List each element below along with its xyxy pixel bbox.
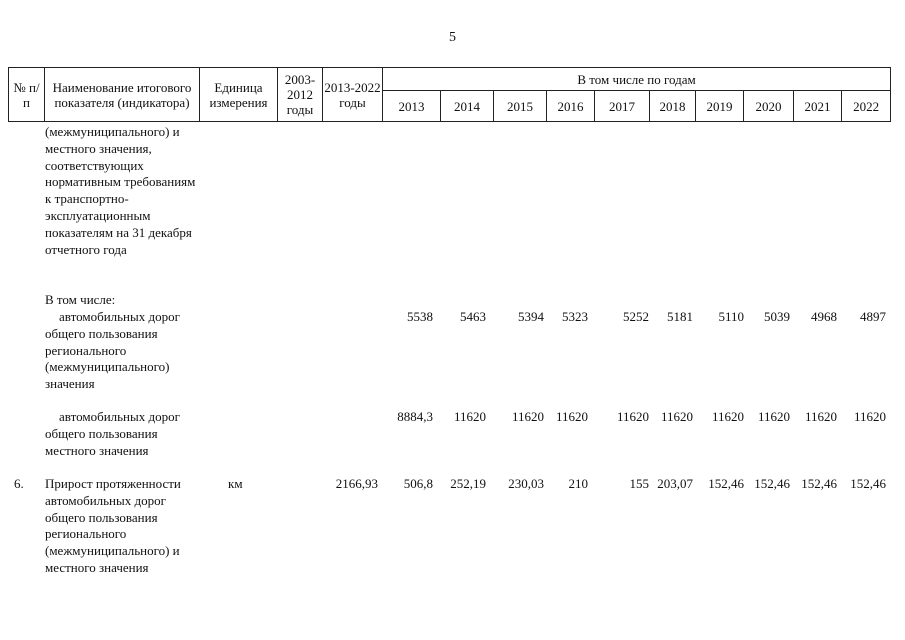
header-year: 2019 — [695, 90, 744, 122]
value-cell: 203,07 — [657, 476, 693, 491]
value-cell: 5538 — [407, 309, 433, 324]
indicator-name: автомобильных дорог общего пользования м… — [45, 409, 180, 458]
header-year: 2021 — [793, 90, 842, 122]
value-cell: 11620 — [511, 409, 544, 424]
total-cell: 2166,93 — [335, 476, 378, 491]
value-cell: 230,03 — [508, 476, 544, 491]
indicator-name: (межмуниципального) и местного значения,… — [45, 124, 196, 257]
value-cell: 252,19 — [450, 476, 486, 491]
value-cell: 11620 — [616, 409, 649, 424]
value-cell: 5463 — [460, 309, 486, 324]
value-cell: 152,46 — [801, 476, 837, 491]
row-number: 6. — [14, 476, 24, 491]
header-period-2013-2022: 2013-2022 годы — [322, 67, 383, 122]
header-years-group: В том числе по годам — [381, 67, 892, 91]
value-cell: 5323 — [562, 309, 588, 324]
value-cell: 11620 — [660, 409, 693, 424]
value-cell: 5252 — [623, 309, 649, 324]
header-year: 2022 — [840, 90, 892, 122]
header-year: 2017 — [594, 90, 650, 122]
value-cell: 5181 — [667, 309, 693, 324]
indicator-name: Прирост протяженности автомобильных доро… — [45, 476, 181, 575]
header-unit: Единица измерения — [199, 67, 278, 122]
value-cell: 11620 — [853, 409, 886, 424]
unit-cell: км — [228, 476, 243, 491]
header-num: № п/п — [8, 67, 45, 122]
value-cell: 11620 — [711, 409, 744, 424]
value-cell: 8884,3 — [397, 409, 433, 424]
value-cell: 11620 — [555, 409, 588, 424]
value-cell: 152,46 — [708, 476, 744, 491]
header-year: 2016 — [546, 90, 595, 122]
header-period-2003-2012: 2003-2012 годы — [277, 67, 323, 122]
value-cell: 152,46 — [850, 476, 886, 491]
value-cell: 4897 — [860, 309, 886, 324]
value-cell: 5110 — [718, 309, 744, 324]
header-year: 2015 — [493, 90, 547, 122]
header-year: 2014 — [440, 90, 494, 122]
indicator-name: автомобильных дорог общего пользования р… — [45, 309, 180, 392]
value-cell: 4968 — [811, 309, 837, 324]
value-cell: 11620 — [453, 409, 486, 424]
value-cell: 155 — [629, 476, 650, 491]
header-name: Наименование итогового показателя (индик… — [44, 67, 200, 122]
value-cell: 11620 — [757, 409, 790, 424]
header-year: 2020 — [743, 90, 794, 122]
value-cell: 506,8 — [403, 476, 433, 491]
value-cell: 210 — [568, 476, 589, 491]
page-number: 5 — [449, 30, 456, 45]
header-year: 2018 — [649, 90, 696, 122]
value-cell: 5394 — [518, 309, 544, 324]
value-cell: 5039 — [764, 309, 790, 324]
value-cell: 152,46 — [754, 476, 790, 491]
table-header: № п/п Наименование итогового показателя … — [8, 67, 892, 122]
header-year: 2013 — [382, 90, 441, 122]
indicator-name: В том числе: — [45, 292, 116, 307]
value-cell: 11620 — [804, 409, 837, 424]
